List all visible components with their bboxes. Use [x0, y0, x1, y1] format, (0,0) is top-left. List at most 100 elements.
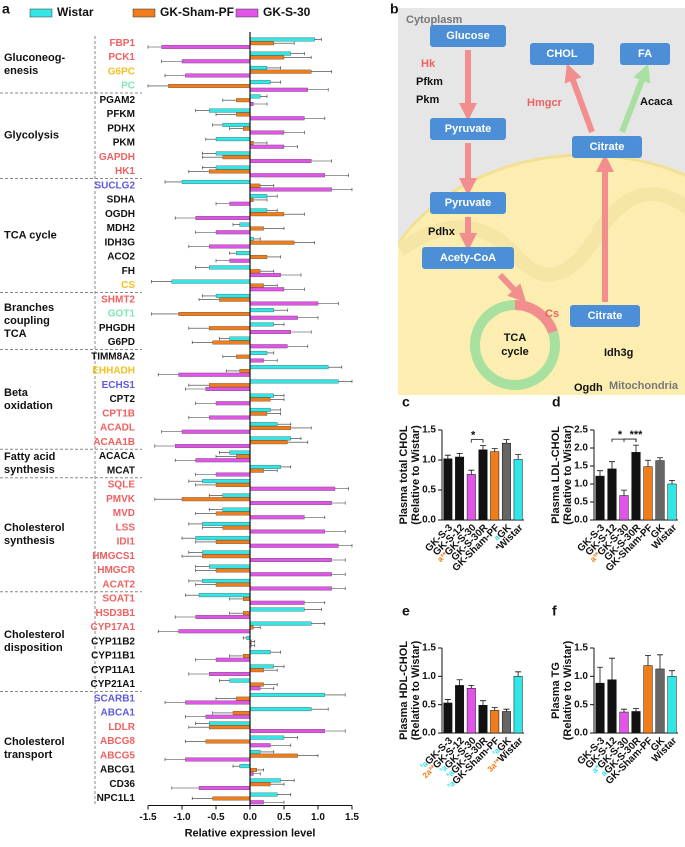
node-label: Pyruvate [445, 123, 491, 135]
bar [249, 301, 319, 306]
significance-label: * [471, 430, 476, 442]
error-bar [208, 493, 223, 497]
y-axis-label: Plasma LDL-CHOL [550, 426, 562, 524]
error-bar [287, 440, 309, 444]
x-tick-label: 1.5 [345, 812, 359, 823]
y-tick-label: 1.0 [422, 671, 436, 682]
error-bar [188, 415, 210, 420]
gene-label: HMGCS1 [92, 551, 135, 562]
panel-label: a [2, 1, 10, 17]
error-bar [609, 461, 615, 469]
bar [219, 297, 251, 302]
bar [249, 782, 271, 787]
bar [249, 529, 325, 534]
error-bar [280, 273, 302, 277]
bar [181, 179, 251, 184]
bar [249, 607, 305, 612]
group-label: disposition [4, 642, 63, 654]
y-tick-label: 0.5 [574, 699, 588, 710]
bar [249, 692, 325, 697]
error-bar [215, 112, 237, 117]
error-bar [198, 298, 220, 302]
bar [667, 483, 677, 521]
bar [232, 711, 251, 715]
error-bar [164, 700, 186, 705]
bar [209, 265, 251, 270]
error-bar [174, 216, 196, 220]
error-bar [242, 636, 247, 640]
bar [655, 668, 665, 734]
error-bar [164, 180, 182, 184]
bar [222, 493, 251, 498]
error-bar [154, 497, 182, 501]
error-bar [284, 55, 312, 60]
y-tick-label: 0.5 [422, 699, 436, 710]
error-bar [273, 664, 285, 668]
error-bar [657, 654, 663, 669]
node-label: FA [638, 48, 652, 60]
error-bar [311, 622, 326, 626]
error-bar [267, 351, 275, 355]
error-bar [263, 358, 278, 363]
group-label: transport [4, 749, 53, 761]
bar [249, 486, 336, 491]
error-bar [273, 322, 285, 326]
bar [205, 387, 251, 391]
gene-label: NPC1L1 [97, 793, 136, 804]
error-bar [331, 501, 346, 505]
error-bar [287, 344, 309, 348]
bar [478, 704, 488, 734]
bar [249, 350, 268, 355]
bar [215, 401, 251, 406]
cycle-label: TCA [504, 332, 527, 344]
node-label: Acety-CoA [440, 252, 496, 264]
bar [249, 440, 288, 445]
error-bar [294, 241, 315, 245]
error-bar [185, 387, 206, 391]
bar [249, 682, 264, 687]
node [422, 247, 514, 269]
bar [209, 415, 251, 420]
error-bar [597, 666, 603, 684]
bar [249, 87, 308, 92]
y-tick-label: 0.0 [422, 728, 436, 739]
bar [243, 126, 251, 131]
bar [171, 279, 251, 284]
error-bar [191, 340, 213, 345]
legend-label: GK-S-30 [263, 5, 311, 19]
error-bar [253, 102, 268, 106]
bar [229, 201, 251, 206]
error-bar [260, 269, 275, 273]
node [430, 118, 506, 140]
bar [202, 578, 251, 583]
bar [243, 597, 251, 601]
error-bar [444, 699, 451, 703]
error-bar [270, 650, 281, 654]
bar [168, 84, 251, 88]
gene-label: CS [121, 280, 135, 291]
bar [249, 194, 268, 199]
error-bar [267, 208, 278, 212]
error-bar [195, 568, 216, 573]
bar [198, 786, 251, 790]
bar [215, 511, 251, 516]
bar [249, 173, 325, 178]
error-bar [251, 643, 256, 648]
error-bar [270, 782, 285, 786]
bar [249, 344, 288, 349]
error-bar [267, 412, 281, 416]
bar [249, 65, 268, 70]
bar [249, 558, 332, 562]
region-label: Cytoplasm [406, 14, 462, 26]
error-bar [280, 778, 295, 782]
arrow [497, 272, 527, 303]
bar [185, 700, 251, 705]
error-bar [215, 697, 237, 701]
bar [249, 315, 298, 320]
bar [249, 407, 271, 412]
bar [249, 749, 261, 754]
error-bar [174, 458, 196, 462]
gene-label: SCARB1 [94, 693, 136, 704]
error-bar [154, 444, 176, 448]
bar [209, 672, 251, 676]
